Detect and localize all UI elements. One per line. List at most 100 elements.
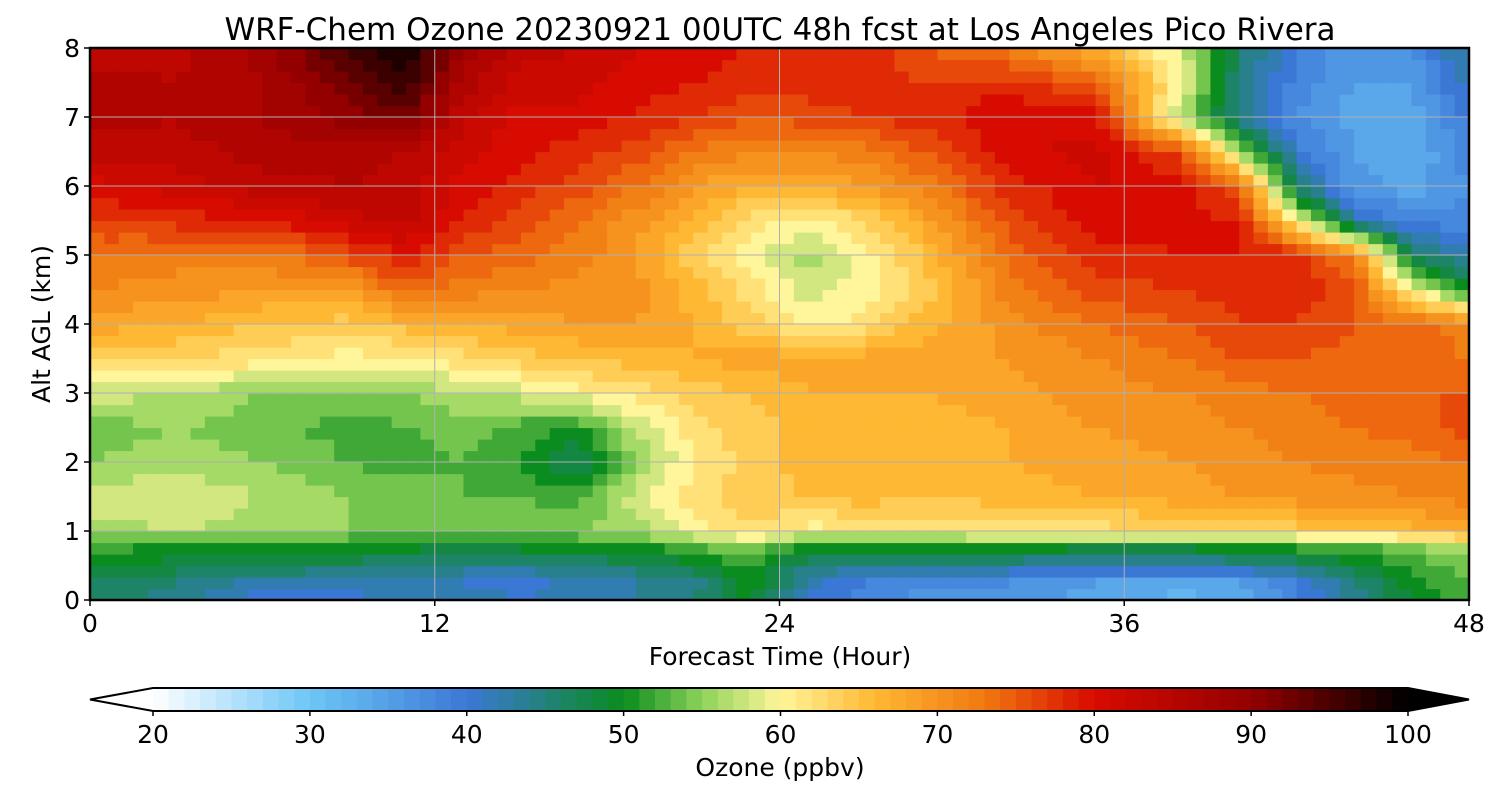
heatmap-cell xyxy=(750,140,766,153)
heatmap-cell xyxy=(248,531,263,544)
heatmap-cell xyxy=(362,358,378,371)
heatmap-cell xyxy=(1196,266,1212,279)
heatmap-cell xyxy=(1397,151,1413,164)
heatmap-cell xyxy=(1239,358,1255,371)
heatmap-cell xyxy=(219,312,235,325)
heatmap-cell xyxy=(1138,140,1154,153)
heatmap-cell xyxy=(736,554,752,567)
heatmap-cell xyxy=(520,508,536,521)
heatmap-cell xyxy=(908,462,924,475)
heatmap-cell xyxy=(1152,197,1168,210)
heatmap-cell xyxy=(190,588,206,600)
heatmap-cell xyxy=(822,565,838,578)
heatmap-cell xyxy=(1325,243,1341,256)
heatmap-cell xyxy=(1196,278,1212,291)
heatmap-cell xyxy=(176,427,192,440)
heatmap-cell xyxy=(1253,186,1269,199)
heatmap-cell xyxy=(1425,232,1441,245)
colorbar-swatch xyxy=(733,688,750,711)
heatmap-cell xyxy=(348,48,364,61)
heatmap-cell xyxy=(1066,151,1082,164)
heatmap-cell xyxy=(736,59,752,72)
heatmap-cell xyxy=(219,404,235,417)
heatmap-cell xyxy=(520,266,536,279)
heatmap-cell xyxy=(880,519,896,532)
heatmap-cell xyxy=(564,577,579,590)
heatmap-cell xyxy=(1124,508,1140,521)
heatmap-cell xyxy=(233,565,249,578)
heatmap-cell xyxy=(1152,393,1168,406)
heatmap-cell xyxy=(707,485,723,498)
heatmap-cell xyxy=(262,48,278,61)
heatmap-cell xyxy=(1095,404,1111,417)
heatmap-cell xyxy=(1181,347,1197,360)
heatmap-cell xyxy=(635,209,651,222)
heatmap-cell xyxy=(1454,565,1469,578)
colorbar-swatch xyxy=(184,688,201,711)
heatmap-cell xyxy=(248,243,263,256)
heatmap-cell xyxy=(664,71,680,84)
heatmap-cell xyxy=(664,140,680,153)
heatmap-cell xyxy=(104,577,120,590)
heatmap-cell xyxy=(980,381,996,394)
heatmap-cell xyxy=(262,496,278,509)
heatmap-cell xyxy=(1167,347,1183,360)
heatmap-cell xyxy=(707,255,723,268)
heatmap-cell xyxy=(793,531,809,544)
heatmap-cell xyxy=(104,59,120,72)
heatmap-cell xyxy=(190,128,206,141)
heatmap-cell xyxy=(147,404,163,417)
heatmap-cell xyxy=(822,255,838,268)
heatmap-cell xyxy=(463,105,479,118)
heatmap-cell xyxy=(1196,71,1212,84)
heatmap-cell xyxy=(248,186,263,199)
heatmap-cell xyxy=(204,485,220,498)
heatmap-cell xyxy=(1124,255,1140,268)
heatmap-cell xyxy=(1095,450,1111,463)
heatmap-cell xyxy=(664,59,680,72)
heatmap-cell xyxy=(90,232,105,245)
heatmap-cell xyxy=(1196,140,1212,153)
heatmap-cell xyxy=(1425,554,1441,567)
heatmap-cell xyxy=(607,324,623,337)
heatmap-cell xyxy=(592,508,608,521)
heatmap-cell xyxy=(276,416,292,429)
heatmap-cell xyxy=(994,197,1010,210)
y-tick-label: 2 xyxy=(64,448,80,477)
heatmap-cell xyxy=(406,416,421,429)
heatmap-cell xyxy=(305,335,321,348)
heatmap-cell xyxy=(635,450,651,463)
heatmap-cell xyxy=(1138,473,1154,486)
heatmap-cell xyxy=(607,117,623,130)
heatmap-cell xyxy=(1210,197,1226,210)
heatmap-cell xyxy=(635,105,651,118)
heatmap-cell xyxy=(1354,519,1370,532)
heatmap-cell xyxy=(233,335,249,348)
heatmap-cell xyxy=(463,577,479,590)
heatmap-cell xyxy=(1210,439,1226,452)
heatmap-cell xyxy=(248,519,263,532)
heatmap-cell xyxy=(1368,416,1384,429)
heatmap-cell xyxy=(1138,289,1154,302)
heatmap-cell xyxy=(1066,255,1082,268)
heatmap-cell xyxy=(966,335,982,348)
heatmap-cell xyxy=(851,48,867,61)
heatmap-cell xyxy=(190,243,206,256)
heatmap-cell xyxy=(592,588,608,600)
heatmap-cell xyxy=(233,163,249,176)
heatmap-cell xyxy=(463,542,479,555)
heatmap-cell xyxy=(1339,416,1355,429)
heatmap-cell xyxy=(90,82,105,95)
heatmap-cell xyxy=(492,542,508,555)
heatmap-cell xyxy=(506,335,522,348)
heatmap-cell xyxy=(750,427,766,440)
heatmap-cell xyxy=(1440,312,1456,325)
colorbar-extend-high xyxy=(1408,688,1469,711)
heatmap-cell xyxy=(1038,151,1054,164)
heatmap-cell xyxy=(118,370,134,383)
heatmap-cell xyxy=(994,82,1010,95)
heatmap-cell xyxy=(176,232,192,245)
heatmap-cell xyxy=(908,71,924,84)
heatmap-cell xyxy=(190,289,206,302)
heatmap-cell xyxy=(1081,347,1097,360)
